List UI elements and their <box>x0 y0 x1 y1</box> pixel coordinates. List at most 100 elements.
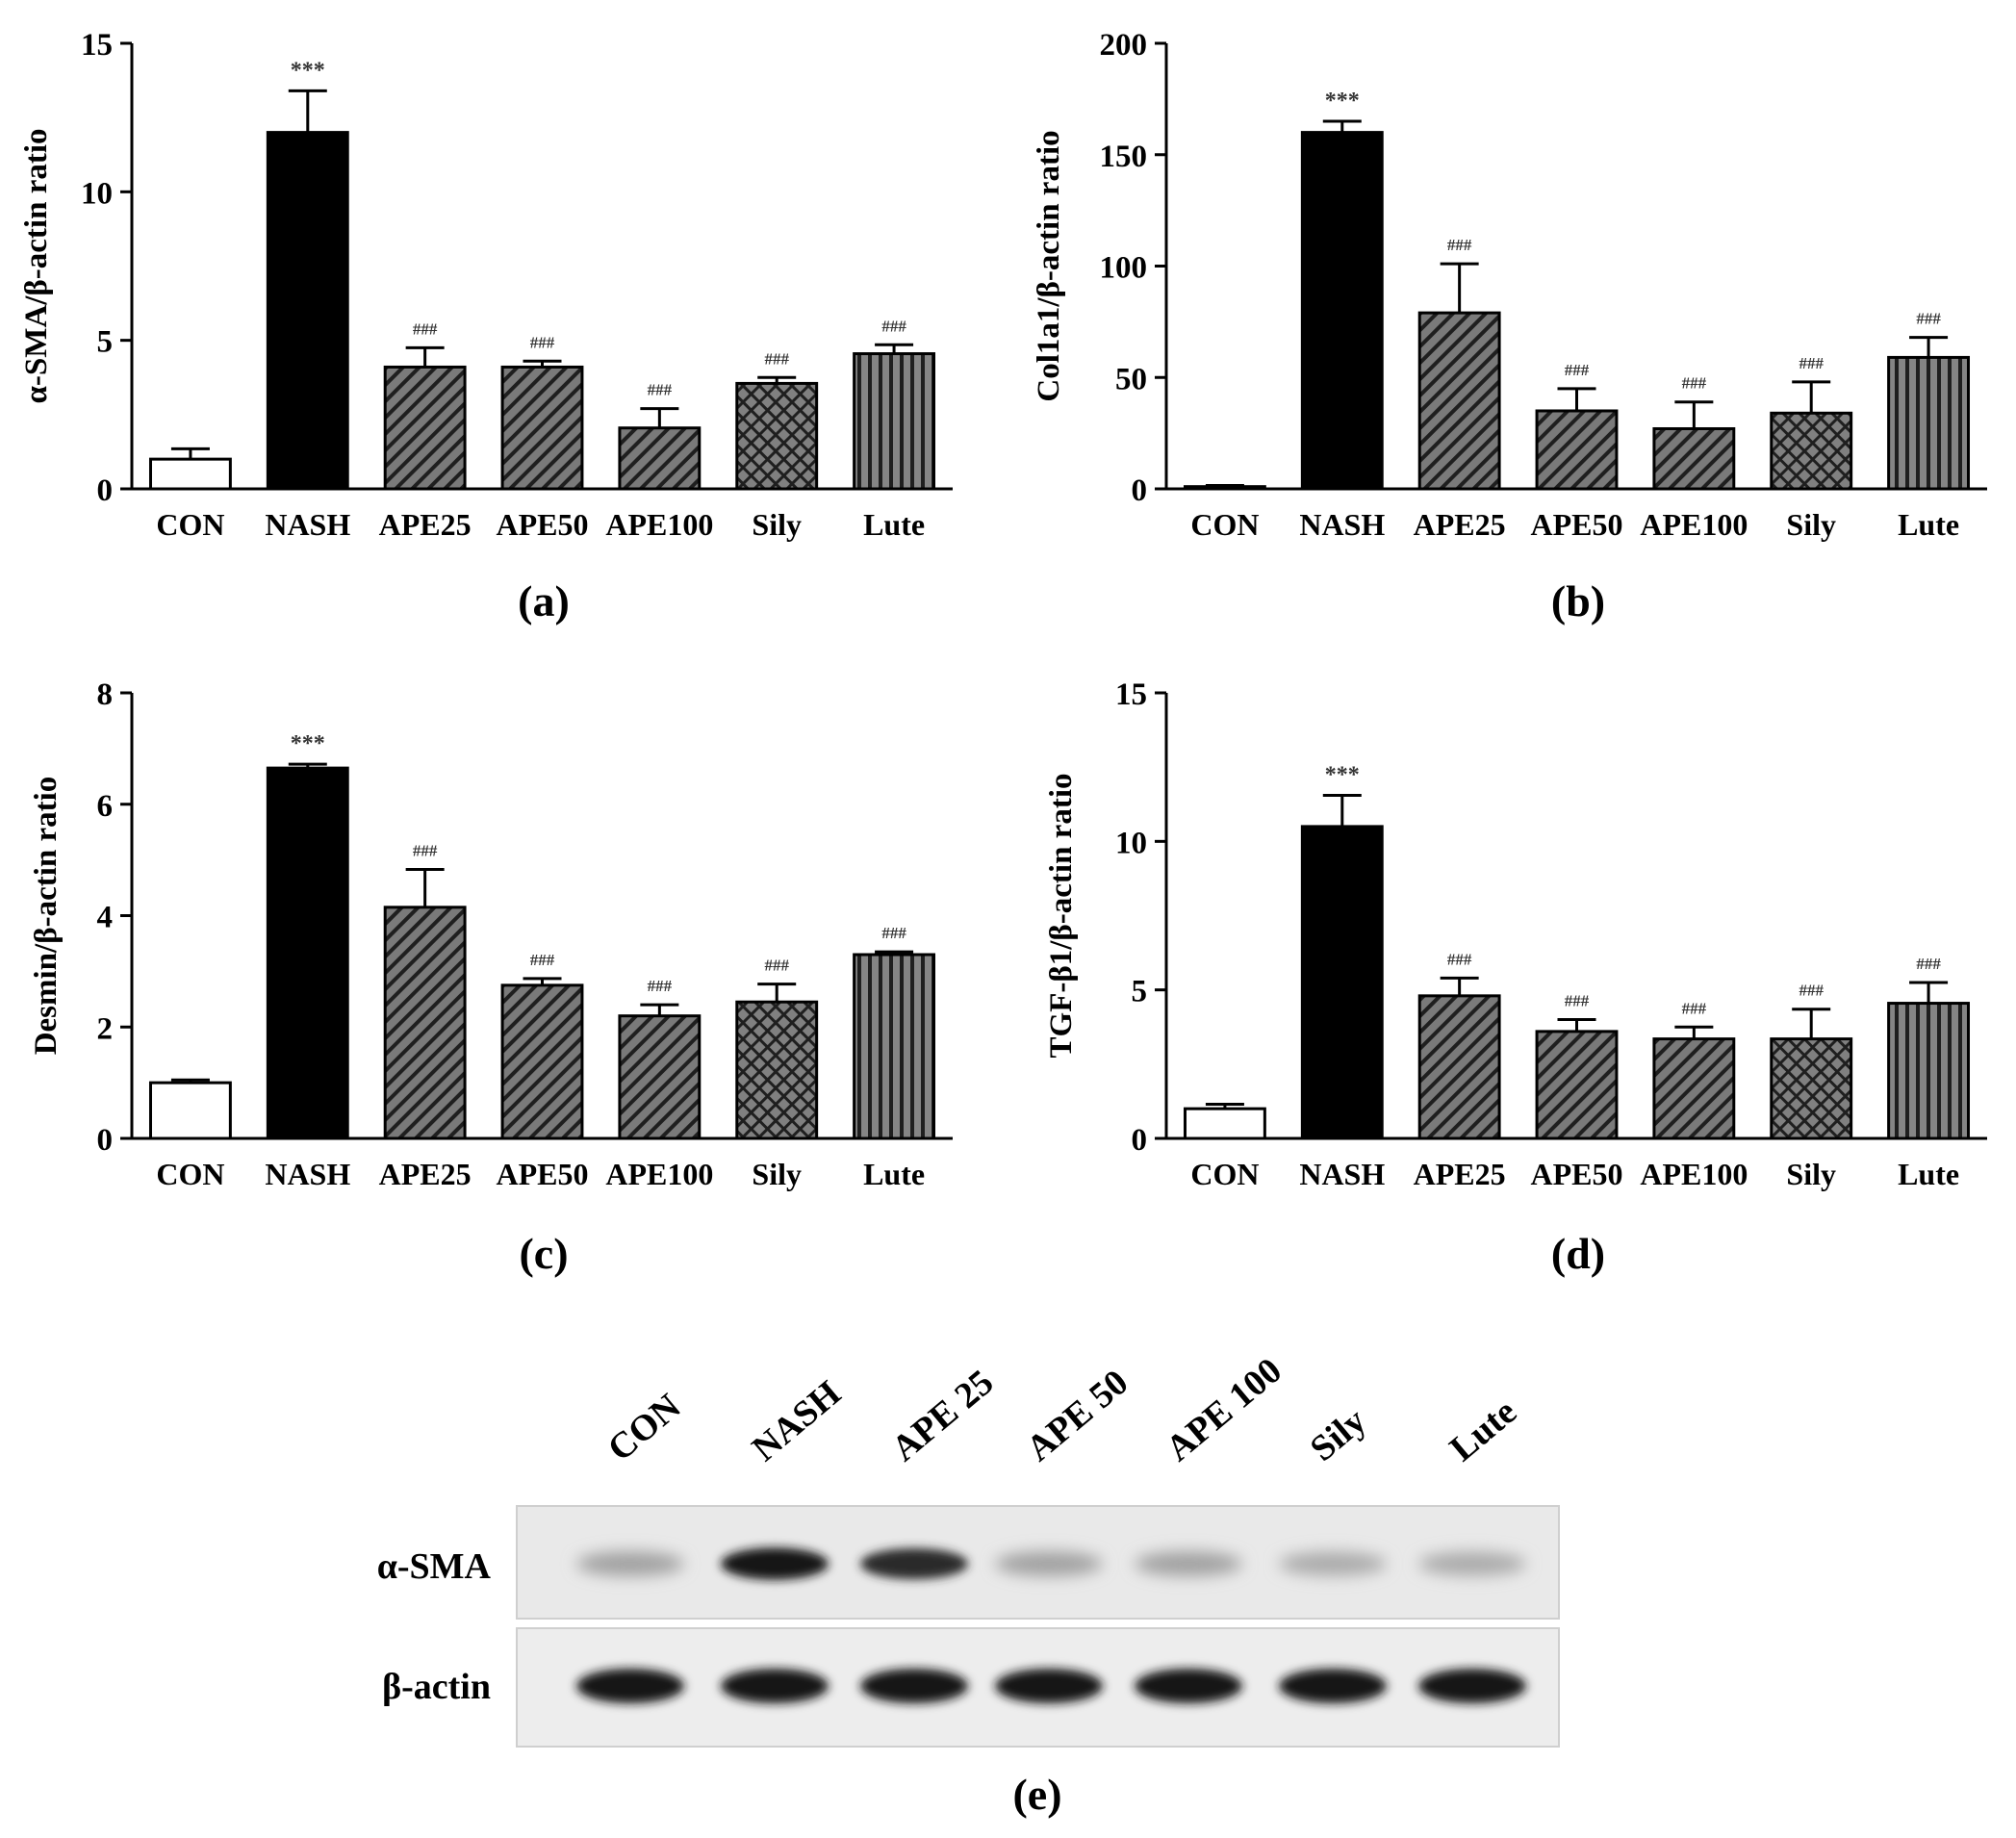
bar-ape50 <box>500 365 584 491</box>
panel-a: 0 5 10 15 α-SMA/β-actin ratio CON *** NASH ### AP… <box>19 28 953 542</box>
bar-con <box>1183 485 1266 491</box>
significance-marker: ### <box>764 349 789 368</box>
bar-ape50 <box>1535 409 1619 491</box>
x-tick-label: NASH <box>265 1157 350 1191</box>
bar-con <box>148 1081 232 1140</box>
x-tick-label: APE100 <box>605 1157 713 1191</box>
bar-sily <box>735 1000 819 1140</box>
significance-marker: ### <box>764 957 789 975</box>
x-tick-label: Sily <box>752 507 802 542</box>
significance-marker: ### <box>1447 236 1472 254</box>
significance-marker: ### <box>530 951 555 969</box>
y-tick-label: 15 <box>1115 677 1147 712</box>
y-tick-label: 50 <box>1115 362 1147 396</box>
y-tick-label: 0 <box>97 473 114 508</box>
blot-lane-labels: CON NASH APE 25 APE 50 APE 100 Sily Lute <box>600 1350 1524 1469</box>
bar-ape25 <box>1417 994 1501 1140</box>
blot-lane-label: CON <box>600 1386 689 1468</box>
significance-marker: ### <box>1565 992 1590 1010</box>
blot-band <box>576 1669 684 1703</box>
y-tick-label: 4 <box>97 901 114 935</box>
y-tick-label: 10 <box>1115 826 1147 860</box>
blot-bands <box>576 1547 1526 1703</box>
blot-band <box>1135 1669 1242 1703</box>
x-tick-label: APE50 <box>1531 1157 1623 1191</box>
y-tick-label: 10 <box>81 176 113 211</box>
blot-lane-label: APE 100 <box>1159 1350 1289 1469</box>
x-tick-label: Sily <box>1786 1157 1836 1191</box>
panel-letter-c: (c) <box>519 1229 568 1278</box>
y-axis-label: Col1a1/β-actin ratio <box>1032 130 1066 401</box>
blot-lane-label: APE 50 <box>1019 1362 1136 1469</box>
x-tick-label: Sily <box>752 1157 802 1191</box>
blot-row-label-asma: α-SMA <box>377 1546 492 1587</box>
y-tick-label: 200 <box>1100 28 1148 63</box>
bar-ape100 <box>1652 426 1736 491</box>
blot-band <box>721 1669 829 1703</box>
x-tick-label: APE50 <box>497 1157 589 1191</box>
panel-letter-b: (b) <box>1551 576 1605 625</box>
bar-ape25 <box>383 365 467 491</box>
bar-ape100 <box>618 1014 702 1140</box>
x-tick-label: NASH <box>1299 507 1385 542</box>
x-tick-label: NASH <box>1299 1157 1385 1191</box>
panel-letter-a: (a) <box>518 576 570 625</box>
y-tick-label: 0 <box>1132 473 1148 508</box>
significance-marker: ### <box>1565 361 1590 379</box>
x-tick-label: APE100 <box>1640 1157 1748 1191</box>
significance-marker: ### <box>1682 374 1707 393</box>
x-tick-label: Lute <box>1898 507 1959 542</box>
x-tick-label: Lute <box>1898 1157 1959 1191</box>
bar-sily <box>1770 411 1853 491</box>
x-tick-label: APE25 <box>1414 1157 1506 1191</box>
panel-letter-d: (d) <box>1551 1229 1605 1278</box>
x-tick-label: Sily <box>1786 507 1836 542</box>
significance-marker: ### <box>1447 950 1472 968</box>
significance-marker: ### <box>413 319 438 338</box>
panel-c: 0 2 4 6 8 Desmin/β-actin ratio CON *** NASH ### AP… <box>29 677 953 1191</box>
y-tick-label: 2 <box>97 1011 114 1046</box>
bar-lute <box>1887 355 1971 491</box>
blot-band <box>1279 1551 1387 1576</box>
blot-lane-label: APE 25 <box>884 1362 1002 1469</box>
significance-marker: ### <box>1916 955 1941 973</box>
blot-band <box>1418 1551 1526 1576</box>
x-tick-label: CON <box>156 1157 224 1191</box>
x-tick-label: Lute <box>863 1157 925 1191</box>
blot-lane-label: Lute <box>1442 1391 1524 1469</box>
x-tick-label: Lute <box>863 507 925 542</box>
significance-marker: *** <box>291 58 325 83</box>
y-axis-label: TGF-β1/β-actin ratio <box>1044 774 1079 1059</box>
x-tick-label: APE50 <box>497 507 589 542</box>
significance-marker: ### <box>1799 982 1824 1000</box>
y-tick-label: 0 <box>97 1123 114 1158</box>
y-tick-label: 5 <box>1132 975 1148 1009</box>
bar-sily <box>1770 1037 1853 1140</box>
significance-marker: *** <box>1325 89 1360 114</box>
y-tick-label: 0 <box>1132 1123 1148 1158</box>
significance-marker: ### <box>648 381 673 399</box>
significance-marker: ### <box>1916 310 1941 328</box>
significance-marker: ### <box>881 924 906 942</box>
bar-nash <box>1300 825 1384 1140</box>
bar-ape25 <box>1417 311 1501 491</box>
blot-band <box>1279 1669 1387 1703</box>
x-tick-label: APE25 <box>1414 507 1506 542</box>
blot-lane-label: NASH <box>745 1373 849 1469</box>
y-tick-label: 15 <box>81 28 113 63</box>
y-tick-label: 5 <box>97 325 114 360</box>
blot-band <box>576 1551 684 1576</box>
x-tick-label: APE100 <box>1640 507 1748 542</box>
y-tick-label: 100 <box>1100 251 1148 286</box>
blot-band <box>1135 1551 1242 1576</box>
x-tick-label: APE25 <box>379 507 472 542</box>
blot-band <box>995 1551 1103 1576</box>
blot-band <box>995 1669 1103 1703</box>
bar-sily <box>735 381 819 491</box>
panel-d: 0 5 10 15 TGF-β1/β-actin ratio CON *** NASH ### A… <box>1044 677 1987 1191</box>
bar-ape25 <box>383 906 467 1140</box>
bar-lute <box>853 352 936 491</box>
bar-lute <box>1887 1002 1971 1140</box>
bar-nash <box>1300 131 1384 491</box>
